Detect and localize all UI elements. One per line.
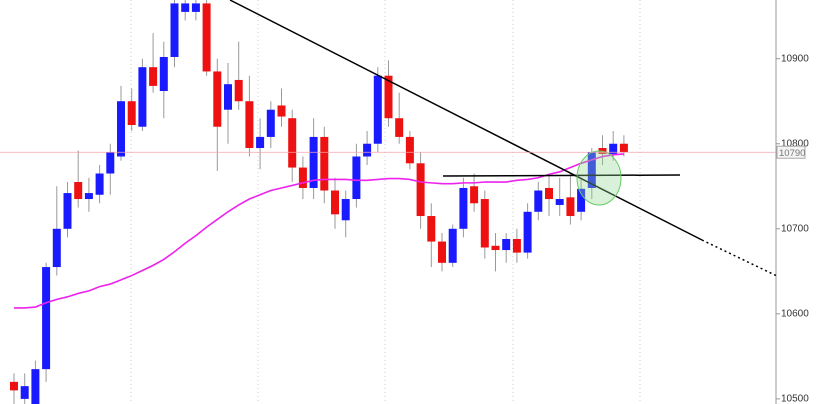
candle-body: [309, 136, 318, 188]
candle-body: [191, 3, 200, 12]
candle-body: [352, 156, 361, 200]
candle-body: [619, 143, 628, 153]
candle-body: [159, 56, 168, 92]
candle-body: [587, 152, 596, 188]
candle-body: [341, 199, 350, 221]
candle-body: [405, 136, 414, 164]
candle-body: [438, 241, 446, 263]
candle-body: [395, 118, 404, 137]
candle-body: [106, 152, 115, 174]
candle-body: [512, 238, 521, 253]
candle-body: [63, 193, 72, 229]
last-price-box: [776, 145, 806, 159]
candle-body: [384, 75, 393, 119]
moving-average-line: [14, 153, 624, 309]
y-tick-label: 10800: [781, 138, 809, 149]
candle-body: [502, 238, 511, 251]
candle-body: [266, 109, 275, 137]
y-tick-label: 10500: [781, 394, 809, 404]
candle-body: [10, 381, 18, 391]
drawings: [229, 0, 778, 277]
candle-body: [427, 216, 436, 242]
trend-line: [229, 0, 703, 241]
candle-body: [20, 386, 29, 399]
candle-body: [95, 173, 104, 195]
candle-body: [480, 199, 489, 248]
candle-body: [577, 188, 586, 212]
candle-body: [470, 186, 479, 204]
candle-body: [459, 187, 468, 229]
candle-body: [491, 245, 500, 251]
candle-body: [288, 118, 297, 168]
candle-body: [138, 67, 147, 127]
candle-body: [566, 197, 575, 217]
candle-body: [74, 182, 83, 200]
y-tick-label: 10900: [781, 53, 809, 64]
candle-body: [31, 369, 40, 404]
horizontal-line: [442, 174, 681, 177]
candle-body: [42, 267, 51, 370]
candle-body: [84, 193, 93, 200]
candle-body: [117, 101, 125, 157]
candle-body: [277, 105, 286, 117]
candle-body: [213, 71, 222, 127]
candle-body: [127, 101, 136, 126]
candle-body: [202, 3, 211, 72]
candle-body: [298, 167, 307, 188]
candle-body: [555, 199, 564, 205]
candle-body: [256, 136, 265, 148]
last-price-label: 10790: [779, 148, 805, 159]
candle-body: [181, 3, 190, 12]
y-tick-label: 10700: [781, 223, 809, 234]
candle-body: [416, 163, 425, 217]
candle-body: [523, 211, 532, 253]
candle-body: [224, 84, 232, 110]
y-tick-label: 10600: [781, 308, 809, 319]
candle-body: [170, 3, 179, 57]
trend-line-extension: [701, 239, 778, 277]
candle-body: [609, 143, 618, 154]
candle-body: [52, 228, 61, 268]
candle-body: [448, 228, 457, 263]
candle-body: [149, 67, 158, 86]
candle-body: [373, 75, 382, 144]
candle-body: [545, 187, 553, 200]
candle-body: [234, 79, 243, 102]
candle-body: [320, 136, 329, 191]
highlight-circle: [576, 150, 622, 206]
candle-body: [245, 101, 254, 148]
plot: [10, 0, 628, 404]
candle-body: [363, 143, 372, 157]
candle-body: [331, 190, 339, 215]
vertical-grid: [130, 0, 641, 404]
candle-body: [534, 190, 543, 212]
